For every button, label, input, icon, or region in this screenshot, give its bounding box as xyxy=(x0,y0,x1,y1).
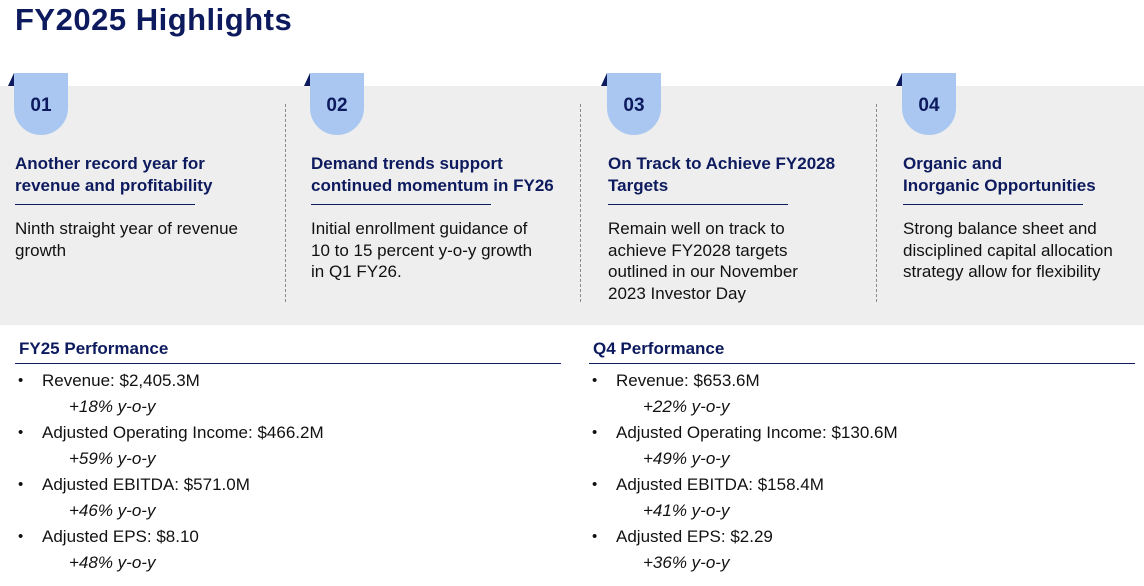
card-heading: On Track to Achieve FY2028 Targets xyxy=(608,153,835,197)
metric-growth: +36% y-o-y xyxy=(643,553,730,572)
page-title: FY2025 Highlights xyxy=(15,2,293,37)
bullet-icon: • xyxy=(592,528,598,545)
tab-fold-corner xyxy=(304,73,310,86)
card-body-line: strategy allow for flexibility xyxy=(903,262,1101,281)
card-divider xyxy=(876,104,877,302)
card-heading-rule xyxy=(608,204,788,205)
number-tab: 01 xyxy=(8,73,68,135)
panel-title: Q4 Performance xyxy=(593,339,725,358)
tab-fold-corner xyxy=(896,73,902,86)
card-heading: Organic and Inorganic Opportunities xyxy=(903,153,1096,197)
panel-title-rule xyxy=(589,363,1135,364)
number-tab: 04 xyxy=(896,73,956,135)
panel-title: FY25 Performance xyxy=(19,339,169,358)
metric-growth: +46% y-o-y xyxy=(69,501,156,520)
card-body: Ninth straight year of revenue growth xyxy=(15,218,238,261)
card-divider xyxy=(285,104,286,302)
card-heading-line: Demand trends support xyxy=(311,154,503,173)
card-body: Remain well on track to achieve FY2028 t… xyxy=(608,218,798,304)
bullet-icon: • xyxy=(592,424,598,441)
card-body-line: 10 to 15 percent y-o-y growth xyxy=(311,240,533,260)
number-tab: 03 xyxy=(601,73,661,135)
card-heading-rule xyxy=(15,204,195,205)
metric-value: Adjusted EBITDA: $158.4M xyxy=(616,475,824,494)
metric-value: Adjusted EPS: $2.29 xyxy=(616,527,773,546)
metric-value: Adjusted EBITDA: $571.0M xyxy=(42,475,250,494)
highlight-card-4: 04 Organic and Inorganic Opportunities S… xyxy=(896,73,1142,313)
card-body-line: growth xyxy=(15,240,67,260)
card-heading: Demand trends support continued momentum… xyxy=(311,153,554,197)
bullet-icon: • xyxy=(18,528,24,545)
bullet-icon: • xyxy=(592,476,598,493)
card-heading-line: On Track to Achieve FY2028 xyxy=(608,154,836,173)
metric-value: Revenue: $2,405.3M xyxy=(42,371,200,390)
metric-growth: +18% y-o-y xyxy=(69,397,156,416)
metric-growth: +48% y-o-y xyxy=(69,553,156,572)
card-body-line: outlined in our November xyxy=(608,262,798,281)
card-heading: Another record year for revenue and prof… xyxy=(15,153,212,197)
card-number: 02 xyxy=(326,95,348,116)
card-number: 03 xyxy=(623,95,645,116)
card-heading-line: revenue and profitability xyxy=(15,176,213,195)
highlight-card-1: 01 Another record year for revenue and p… xyxy=(8,73,284,313)
highlight-card-3: 03 On Track to Achieve FY2028 Targets Re… xyxy=(601,73,872,313)
bullet-icon: • xyxy=(18,372,24,389)
bullet-icon: • xyxy=(18,476,24,493)
card-body-line: Ninth straight year of revenue xyxy=(15,219,239,238)
tab-fold-corner xyxy=(601,73,607,86)
card-heading-line: Organic and xyxy=(903,154,1003,173)
card-body-line: disciplined capital allocation xyxy=(903,240,1113,260)
metric-growth: +22% y-o-y xyxy=(643,397,730,416)
card-body-line: Remain well on track to xyxy=(608,219,785,238)
metric-value: Adjusted EPS: $8.10 xyxy=(42,527,199,546)
highlight-card-2: 02 Demand trends support continued momen… xyxy=(304,73,575,313)
number-tab: 02 xyxy=(304,73,364,135)
card-heading-line: continued momentum in FY26 xyxy=(311,176,554,195)
card-number: 01 xyxy=(30,95,52,116)
card-body-line: in Q1 FY26. xyxy=(311,262,402,281)
card-body-line: 2023 Investor Day xyxy=(608,283,746,303)
card-body-line: Initial enrollment guidance of xyxy=(311,219,528,238)
panel-title-rule xyxy=(15,363,561,364)
card-heading-line: Another record year for xyxy=(15,154,205,173)
card-heading-line: Inorganic Opportunities xyxy=(903,176,1096,195)
metric-value: Adjusted Operating Income: $466.2M xyxy=(42,423,324,442)
metric-value: Adjusted Operating Income: $130.6M xyxy=(616,423,898,442)
card-body: Strong balance sheet and disciplined cap… xyxy=(903,218,1113,283)
tab-fold-corner xyxy=(8,73,14,86)
metric-value: Revenue: $653.6M xyxy=(616,371,760,390)
bullet-icon: • xyxy=(592,372,598,389)
card-body-line: achieve FY2028 targets xyxy=(608,240,788,260)
highlights-band xyxy=(0,86,1144,325)
card-heading-rule xyxy=(903,204,1083,205)
metric-growth: +59% y-o-y xyxy=(69,449,156,468)
card-divider xyxy=(580,104,581,302)
card-body: Initial enrollment guidance of 10 to 15 … xyxy=(311,218,532,283)
card-body-line: Strong balance sheet and xyxy=(903,219,1097,238)
metric-growth: +49% y-o-y xyxy=(643,449,730,468)
card-number: 04 xyxy=(918,95,940,116)
bullet-icon: • xyxy=(18,424,24,441)
card-heading-line: Targets xyxy=(608,176,669,195)
card-heading-rule xyxy=(311,204,491,205)
metric-growth: +41% y-o-y xyxy=(643,501,730,520)
